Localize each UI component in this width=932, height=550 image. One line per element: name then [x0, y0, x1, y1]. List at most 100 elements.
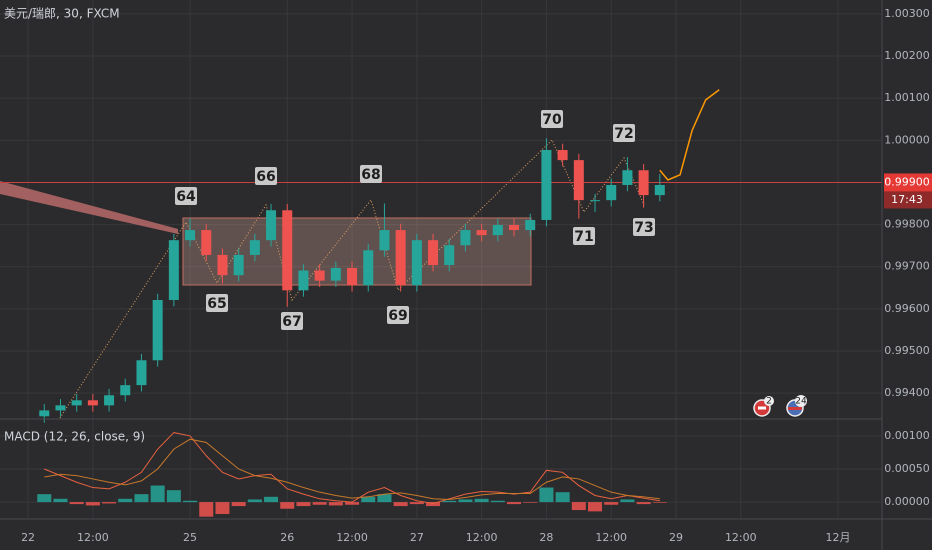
wave-label-box: [281, 312, 303, 330]
x-tick-label: 22: [21, 531, 35, 544]
candle-body: [185, 230, 196, 241]
histogram-bar: [652, 502, 667, 503]
candle-body: [104, 395, 115, 406]
histogram-bar: [150, 485, 165, 503]
histogram-bar: [247, 499, 262, 503]
candle-body: [444, 245, 455, 266]
wave-label-box: [387, 306, 409, 324]
candle-body: [525, 219, 536, 231]
wave-label: 65: [207, 296, 226, 312]
histogram-bar: [166, 490, 181, 503]
candle-body: [476, 230, 487, 236]
histogram-bar: [280, 502, 295, 509]
histogram-bar: [183, 500, 198, 503]
wave-label: 69: [388, 308, 407, 324]
histogram-bar: [85, 502, 100, 506]
badge-icon[interactable]: 2: [753, 396, 774, 417]
candle-body: [71, 400, 82, 406]
y-tick-label: 0.99600: [884, 302, 930, 315]
countdown-box: [884, 191, 932, 209]
marks: [0, 89, 882, 517]
candle-body: [541, 150, 552, 220]
candle-body: [39, 410, 50, 417]
candle-body: [298, 270, 309, 291]
histogram-bar: [345, 502, 360, 505]
y-tick-label: 0.99700: [884, 260, 930, 273]
wave-label-box: [613, 124, 635, 142]
candle-body: [411, 240, 422, 286]
wave-label-box: [573, 227, 595, 245]
candle-body: [120, 385, 131, 396]
histogram-bar: [37, 494, 52, 503]
macd-title: MACD (12, 26, close, 9): [4, 430, 145, 444]
wave-label: 66: [256, 169, 275, 185]
wave-label: 64: [176, 189, 196, 205]
x-tick-label: 29: [669, 531, 683, 544]
histogram-bar: [523, 502, 538, 503]
candle-body: [622, 170, 633, 185]
candle-body: [347, 267, 358, 286]
candle-body: [654, 184, 665, 196]
candle-body: [557, 150, 568, 161]
badge-icon[interactable]: 24: [786, 395, 807, 417]
histogram-bar: [361, 496, 376, 503]
candle-body: [428, 240, 439, 266]
histogram-bar: [102, 502, 117, 504]
wave-label: 73: [634, 220, 653, 236]
candle-body: [509, 225, 520, 231]
histogram-bar: [264, 496, 279, 503]
histogram-bar: [409, 502, 424, 505]
wave-label-box: [360, 165, 382, 183]
forecast-line: [659, 89, 720, 181]
histogram-bar: [199, 502, 214, 517]
x-tick-label: 27: [410, 531, 424, 544]
histogram-bar: [377, 494, 392, 503]
y-tick-label: 0.99400: [884, 386, 930, 399]
candle-body: [266, 210, 277, 241]
histogram-bar: [620, 499, 635, 503]
candle-body: [282, 210, 293, 291]
wave-label-box: [255, 167, 277, 185]
wave-label: 72: [614, 126, 633, 142]
badge-count-bg: [795, 395, 807, 407]
candle-body: [87, 400, 98, 406]
histogram-bar: [588, 502, 603, 512]
candle-body: [233, 254, 244, 276]
histogram-bar: [53, 498, 68, 503]
badge-count-bg: [764, 396, 774, 406]
candle-body: [217, 254, 228, 276]
histogram-bar: [571, 502, 586, 511]
badge-cross: [758, 406, 766, 410]
x-tick-label: 25: [183, 531, 197, 544]
x-tick-label: 12月: [825, 531, 850, 544]
histogram-bar: [118, 498, 133, 503]
candle-body: [590, 200, 601, 202]
candle-body: [606, 184, 617, 201]
wave-label-box: [206, 294, 228, 312]
x-tick-label: 12:00: [595, 531, 627, 544]
candle-body: [168, 240, 179, 301]
wave-path: [59, 139, 645, 419]
badge-count: 24: [795, 397, 807, 407]
y-tick-label: 0.99800: [884, 218, 930, 231]
candle-body: [460, 230, 471, 246]
y-tick-label: 0.00100: [884, 429, 930, 442]
candle-body: [573, 160, 584, 201]
candle-body: [249, 240, 260, 255]
histogram-bar: [134, 494, 149, 503]
candle-body: [55, 405, 66, 411]
y-tick-label: 1.00100: [884, 91, 930, 104]
histogram-bar: [215, 502, 230, 515]
badge-count: 2: [766, 397, 772, 407]
candle-body: [379, 230, 390, 251]
histogram-bar: [328, 502, 343, 506]
histogram-bar: [507, 502, 522, 505]
histogram-bar: [458, 499, 473, 503]
histogram-bar: [231, 502, 246, 507]
y-tick-label: 1.00200: [884, 49, 930, 62]
y-tick-label: 0.00050: [884, 462, 930, 475]
candle-body: [152, 300, 163, 361]
candle-body: [363, 250, 374, 286]
candle-body: [330, 267, 341, 281]
